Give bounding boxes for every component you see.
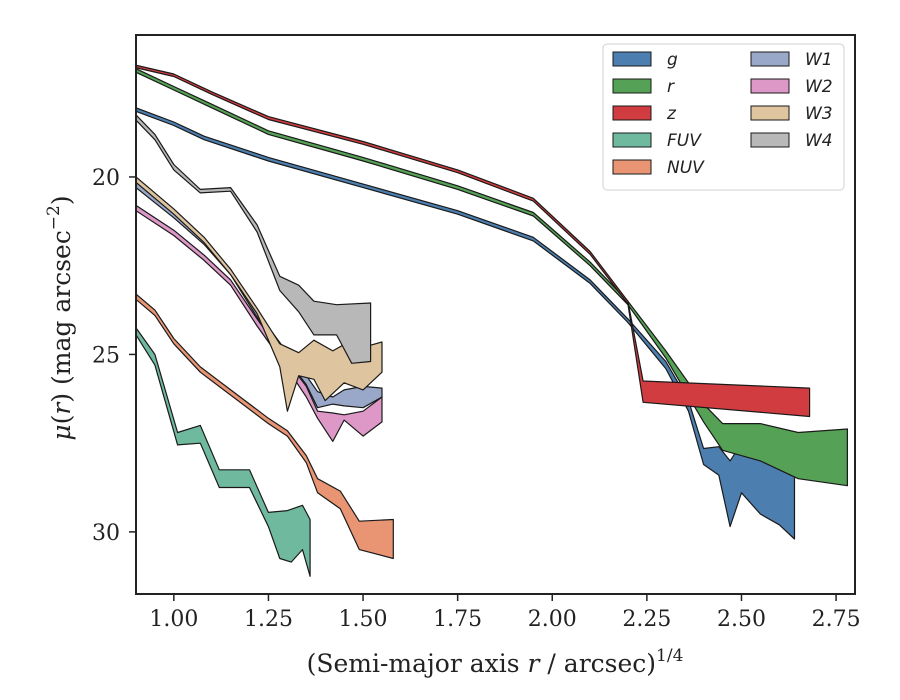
series-area-w2 bbox=[136, 204, 383, 442]
y-tick-label: 20 bbox=[92, 166, 120, 191]
plot-frame bbox=[135, 34, 856, 595]
x-tick-label: 2.75 bbox=[812, 607, 861, 632]
y-axis-label-exponent: −2 bbox=[44, 205, 64, 230]
x-tick-label: 1.75 bbox=[433, 607, 482, 632]
series-area-nuv bbox=[136, 293, 394, 560]
legend-label-nuv: NUV bbox=[667, 158, 705, 178]
x-tick-label: 2.50 bbox=[717, 607, 766, 632]
legend-label-g: g bbox=[667, 50, 678, 70]
legend-label-w2: W2 bbox=[805, 77, 833, 97]
legend-swatch-w1 bbox=[750, 51, 790, 67]
x-axis-label: (Semi-major axis r / arcsec)1/4 bbox=[307, 646, 684, 678]
series-area-r bbox=[136, 68, 849, 487]
legend-swatch-w2 bbox=[750, 78, 790, 94]
legend-label-fuv: FUV bbox=[667, 131, 702, 151]
legend-swatch-r bbox=[612, 78, 652, 94]
y-axis-label-open: ( bbox=[47, 415, 76, 425]
series-area-w4 bbox=[136, 114, 372, 364]
y-axis-ticks: 20 25 30 bbox=[92, 166, 136, 546]
legend: grz FUV NUV W1 W2 W3 W4 bbox=[602, 43, 845, 191]
legend-label-z: z bbox=[666, 104, 677, 124]
legend-swatch-nuv bbox=[612, 159, 652, 175]
y-tick-label: 25 bbox=[92, 343, 120, 368]
x-tick-label: 2.00 bbox=[528, 607, 577, 632]
legend-swatch-w3 bbox=[750, 105, 790, 121]
y-axis-label-close: ) bbox=[47, 195, 76, 205]
series-area-z bbox=[136, 64, 811, 418]
x-tick-label: 2.25 bbox=[622, 607, 671, 632]
legend-label-w3: W3 bbox=[805, 104, 833, 124]
x-axis-label-rest: / arcsec) bbox=[539, 649, 656, 678]
x-tick-label: 1.00 bbox=[149, 607, 198, 632]
series-area-g bbox=[136, 107, 796, 540]
y-axis-label-r: r bbox=[47, 401, 76, 415]
legend-label-r: r bbox=[667, 77, 675, 97]
legend-swatch-fuv bbox=[612, 132, 652, 148]
legend-label-w4: W4 bbox=[805, 131, 833, 151]
series-area-w3 bbox=[136, 176, 383, 412]
legend-label-w1: W1 bbox=[805, 50, 833, 70]
x-tick-label: 1.50 bbox=[339, 607, 388, 632]
x-axis-label-prefix: (Semi-major axis bbox=[307, 649, 528, 678]
legend-swatch-w4 bbox=[750, 132, 790, 148]
series-area-fuv bbox=[136, 327, 311, 577]
legend-swatch-z bbox=[612, 105, 652, 121]
x-axis-label-exponent: 1/4 bbox=[656, 646, 683, 666]
y-axis-label-mu: μ bbox=[47, 424, 76, 440]
x-axis-label-var: r bbox=[528, 649, 542, 678]
legend-swatch-g bbox=[612, 51, 652, 67]
y-tick-label: 30 bbox=[92, 521, 120, 546]
x-axis-ticks: 1.00 1.25 1.50 1.75 2.00 2.25 2.50 2.75 bbox=[149, 594, 861, 632]
y-axis-label: μ(r) (mag arcsec−2) bbox=[44, 195, 76, 440]
x-tick-label: 1.25 bbox=[244, 607, 293, 632]
y-axis-label-units: ) (mag arcsec bbox=[47, 230, 76, 403]
series-areas bbox=[136, 64, 849, 577]
